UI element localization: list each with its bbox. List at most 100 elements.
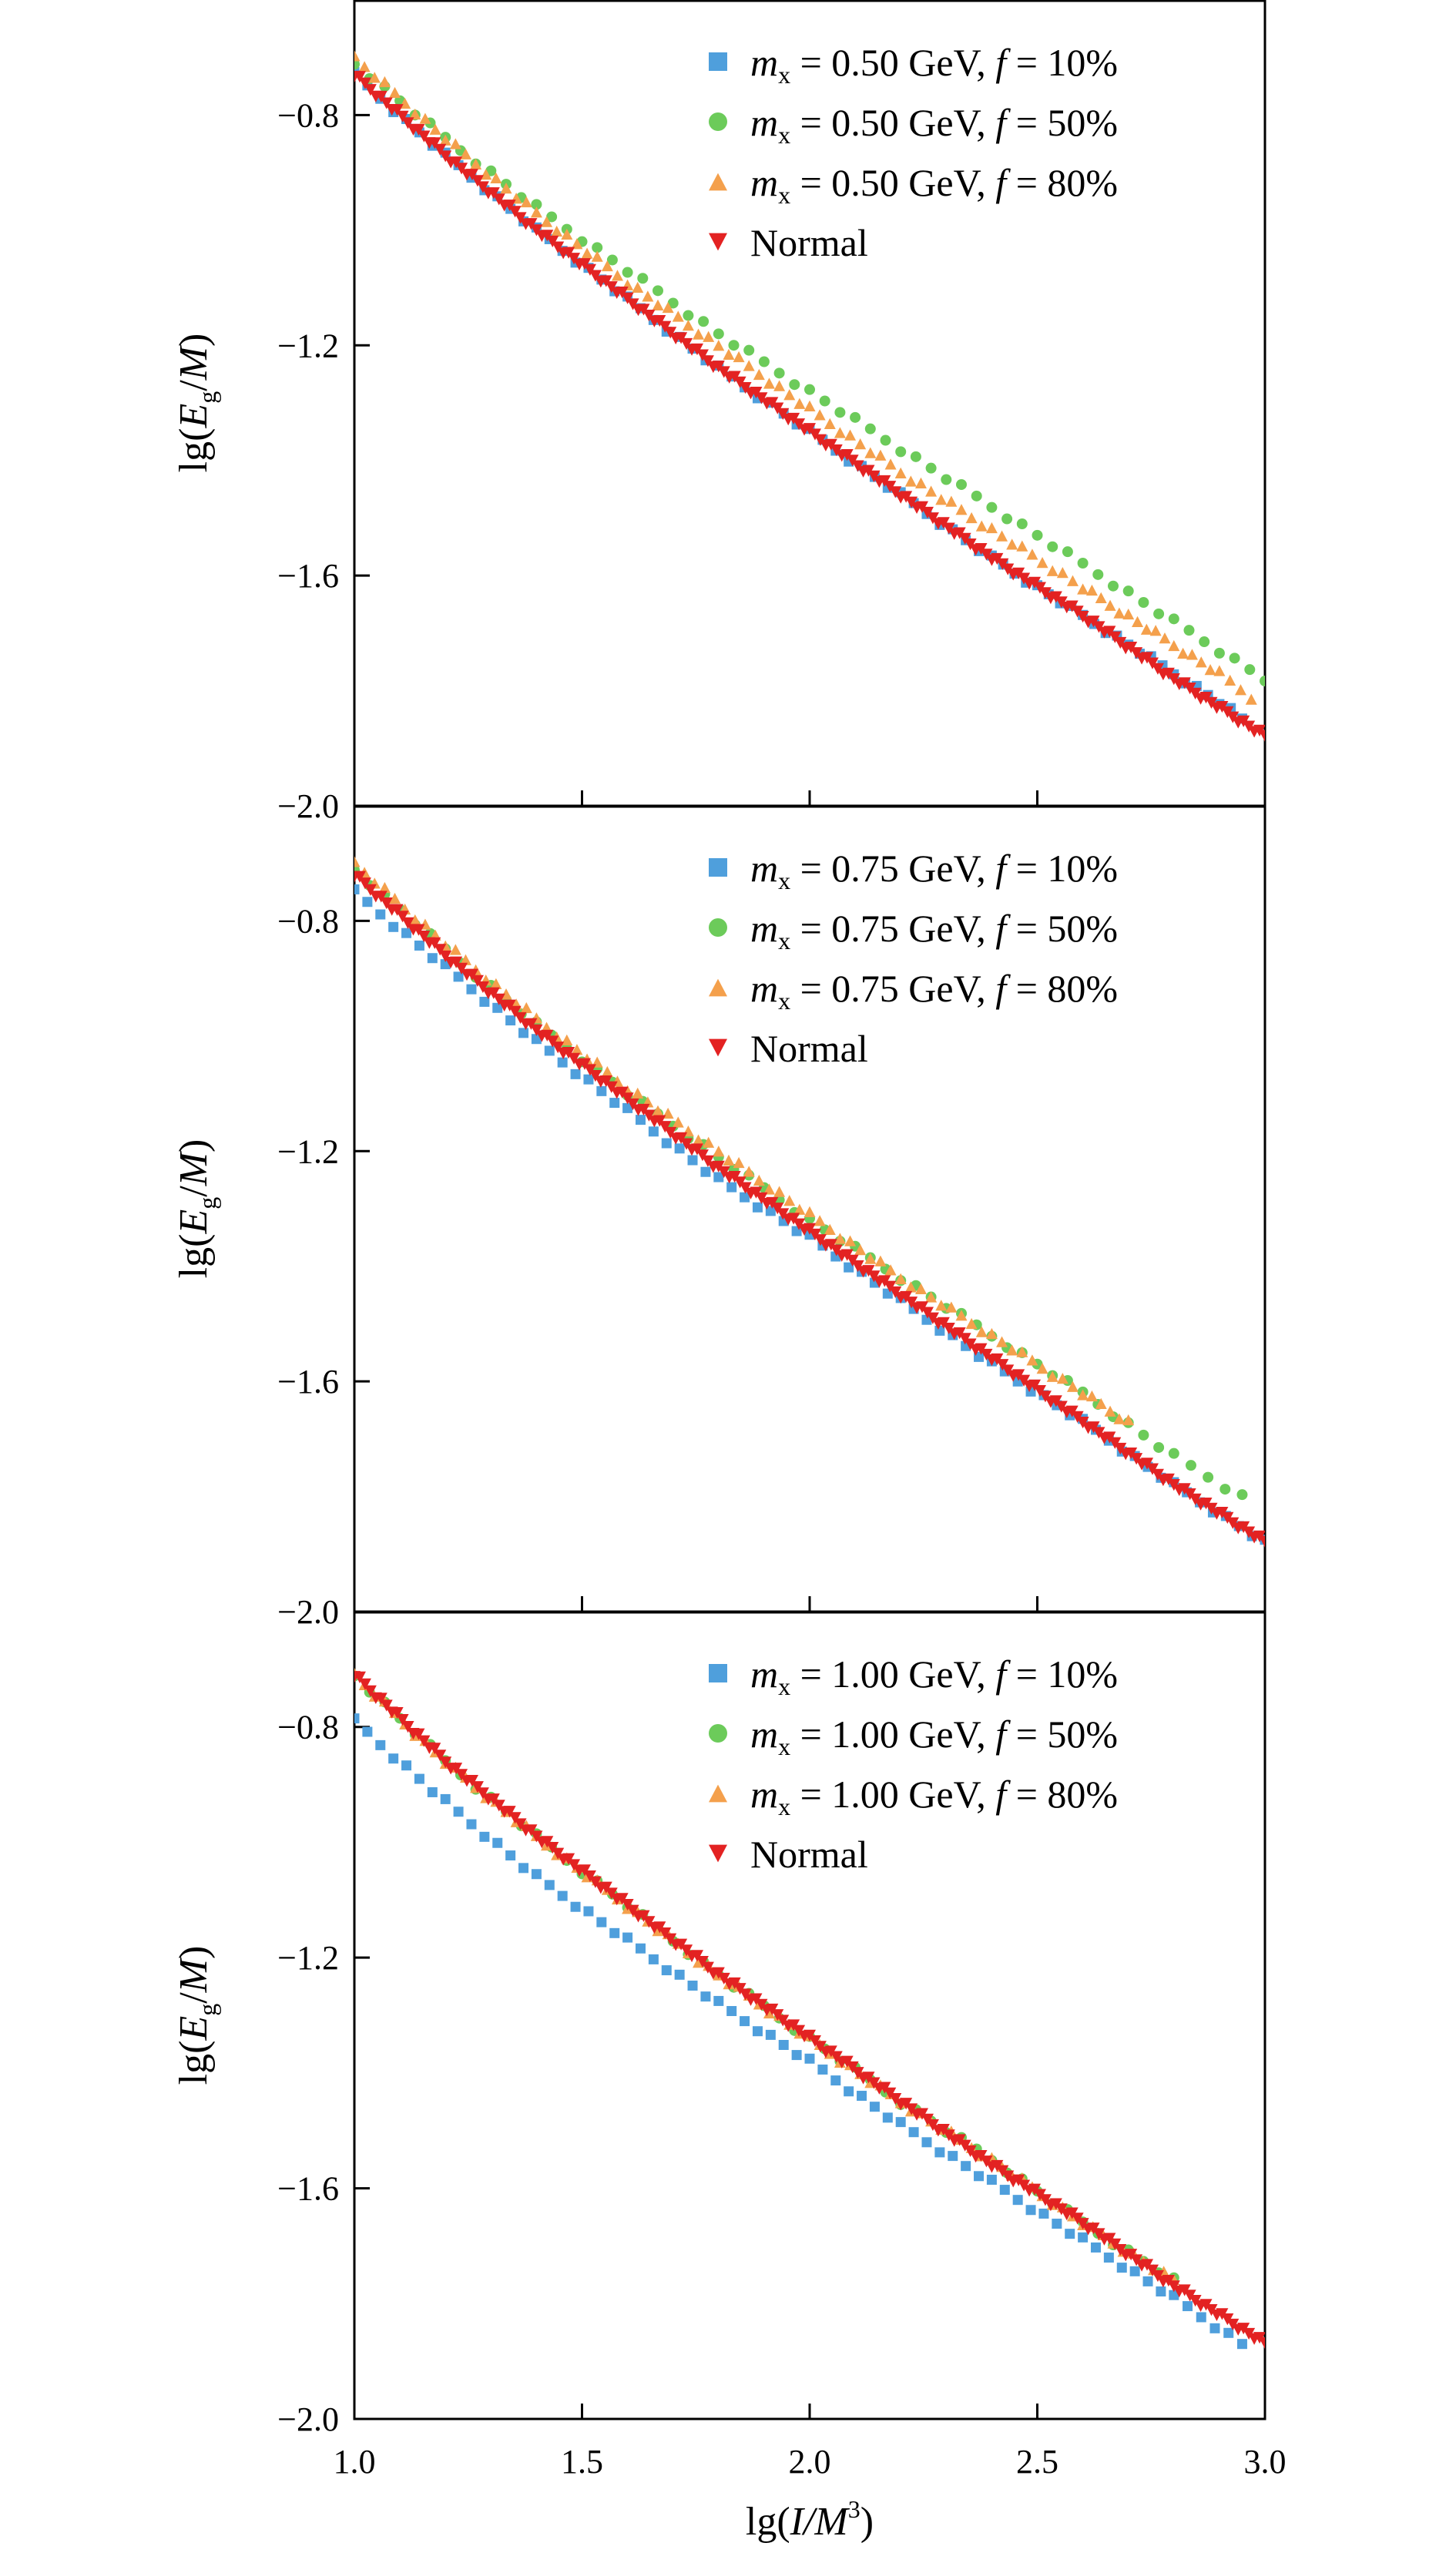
data-point xyxy=(412,123,425,136)
data-point xyxy=(568,1052,581,1065)
data-point xyxy=(439,150,452,163)
data-point xyxy=(703,330,715,342)
legend: mx = 0.75 GeV, f = 10% mx = 0.75 GeV, f =… xyxy=(709,847,1118,1070)
legend-marker xyxy=(709,858,727,877)
data-point xyxy=(1213,665,1226,676)
data-point xyxy=(583,1064,596,1076)
legend-marker xyxy=(709,978,727,997)
data-point xyxy=(378,75,391,88)
data-point xyxy=(589,270,602,282)
data-point xyxy=(388,921,399,932)
data-point xyxy=(401,917,414,929)
data-point xyxy=(652,299,664,311)
y-axis-label: lg(Eg/M) xyxy=(172,1139,221,1279)
legend-entry: mx = 0.50 GeV, f = 10% xyxy=(750,41,1118,89)
data-point xyxy=(525,1018,538,1030)
data-point xyxy=(571,238,583,250)
data-point xyxy=(471,975,484,987)
data-point xyxy=(864,1253,877,1264)
data-point xyxy=(531,1869,542,1880)
data-point xyxy=(621,1092,634,1105)
legend-entry: mx = 1.00 GeV, f = 10% xyxy=(750,1652,1118,1700)
data-point xyxy=(364,1685,377,1697)
data-point xyxy=(368,72,381,83)
data-point xyxy=(626,1098,639,1111)
data-point xyxy=(409,108,421,120)
data-point xyxy=(544,1045,555,1056)
data-point xyxy=(374,90,387,103)
data-point xyxy=(1159,632,1171,644)
data-point xyxy=(490,172,502,183)
chart-panel-3: −0.8 −1.2 −1.6 −2.0 1.0 1.5 2.0 2.5 3.0 lg(Eg/M) l… xyxy=(172,1611,1287,2544)
data-point xyxy=(1129,2266,1140,2276)
data-point xyxy=(530,1024,543,1036)
data-point xyxy=(642,1916,656,1928)
data-point xyxy=(955,1310,968,1321)
data-point xyxy=(910,451,921,462)
legend-marker xyxy=(709,1664,727,1682)
data-point xyxy=(1177,647,1189,659)
data-point xyxy=(455,1769,468,1781)
data-point xyxy=(672,310,684,322)
data-point xyxy=(476,981,489,994)
data-point xyxy=(505,1015,516,1026)
data-point xyxy=(1203,1471,1214,1483)
data-point xyxy=(500,182,512,194)
data-point xyxy=(664,1933,677,1945)
data-point xyxy=(803,400,816,411)
data-point xyxy=(1195,656,1207,668)
data-point xyxy=(664,327,677,339)
data-point xyxy=(941,474,952,485)
data-point xyxy=(648,1954,659,1964)
data-point xyxy=(476,1787,489,1800)
data-point xyxy=(380,97,393,109)
x-axis-label: lg(I/M3) xyxy=(746,2495,874,2544)
data-point xyxy=(401,117,414,129)
data-point xyxy=(664,1126,677,1139)
data-point xyxy=(354,884,360,894)
series-4 xyxy=(354,1671,1265,2350)
data-point xyxy=(589,1876,602,1888)
data-point xyxy=(508,1812,522,1824)
data-point xyxy=(1016,1346,1028,1357)
data-point xyxy=(354,50,361,62)
data-point xyxy=(921,1314,932,1325)
legend-entry: mx = 1.00 GeV, f = 50% xyxy=(750,1713,1118,1760)
data-point xyxy=(680,1944,693,1957)
data-point xyxy=(1116,2263,1127,2273)
data-point xyxy=(450,1763,463,1775)
data-point xyxy=(925,462,937,474)
data-point xyxy=(713,1146,725,1157)
data-point xyxy=(804,2053,815,2064)
data-point xyxy=(975,1326,988,1337)
data-point xyxy=(546,1841,559,1854)
data-point xyxy=(1183,2301,1193,2312)
x-tick-label: 2.0 xyxy=(789,2443,831,2481)
series-3 xyxy=(354,50,1257,705)
data-point xyxy=(971,490,982,502)
data-point xyxy=(599,1075,612,1088)
data-point xyxy=(471,175,484,187)
data-point xyxy=(541,230,554,242)
data-point xyxy=(642,290,654,302)
data-point xyxy=(401,1760,412,1771)
data-point xyxy=(701,1155,714,1167)
data-point xyxy=(429,123,441,135)
data-point xyxy=(616,1086,629,1099)
y-tick-label: −0.8 xyxy=(277,96,339,134)
data-point xyxy=(884,1264,897,1276)
data-point xyxy=(380,1699,393,1712)
series-4 xyxy=(354,871,1265,1548)
data-point xyxy=(1085,584,1098,596)
data-point xyxy=(974,2171,985,2182)
data-point xyxy=(1085,1390,1098,1402)
data-point xyxy=(401,1720,414,1733)
data-point xyxy=(592,242,603,253)
data-point xyxy=(514,1818,527,1830)
data-point xyxy=(546,211,558,223)
data-point xyxy=(783,1195,796,1206)
data-point xyxy=(466,984,477,995)
legend-entry: mx = 0.50 GeV, f = 50% xyxy=(750,101,1118,149)
data-point xyxy=(508,206,522,218)
data-point xyxy=(396,911,409,923)
